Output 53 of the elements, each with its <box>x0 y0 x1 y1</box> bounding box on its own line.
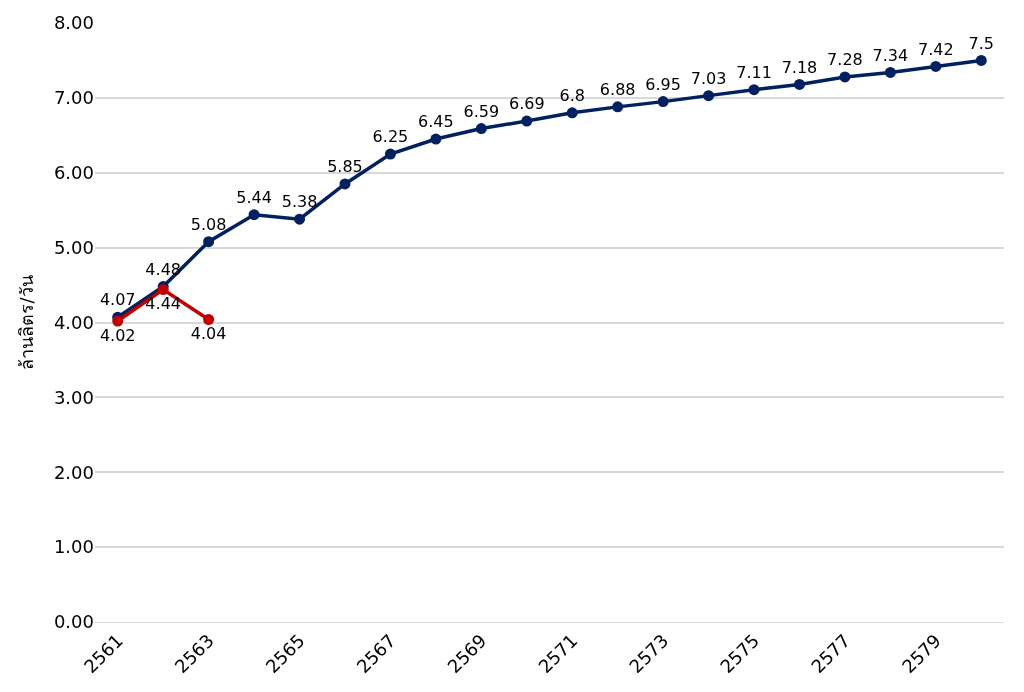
point <box>884 66 896 78</box>
point <box>203 236 215 248</box>
y-axis-title: ล้านลิตร/วัน <box>16 275 38 370</box>
data-label: 7.28 <box>827 50 863 70</box>
data-label: 7.42 <box>918 39 954 59</box>
point <box>430 133 442 145</box>
data-label: 4.02 <box>99 325 136 345</box>
y-tick-label: 1.00 <box>53 536 94 558</box>
point <box>839 71 851 83</box>
data-label: 7.18 <box>781 57 818 77</box>
y-tick-label: 0.00 <box>53 611 94 633</box>
point <box>384 148 396 160</box>
data-label: 7.03 <box>690 68 727 88</box>
y-tick-label: 2.00 <box>53 461 94 483</box>
y-tick-label: 5.00 <box>53 236 94 258</box>
point <box>793 78 805 90</box>
y-tick-label: 4.00 <box>53 311 94 333</box>
point <box>975 54 987 66</box>
point <box>294 213 306 225</box>
data-label: 5.38 <box>281 192 318 212</box>
point <box>930 60 942 72</box>
data-label: 5.08 <box>190 214 227 234</box>
data-label: 4.04 <box>190 324 227 344</box>
data-label: 4.07 <box>99 290 136 310</box>
point <box>521 115 533 127</box>
data-label: 7.5 <box>968 33 995 53</box>
point <box>339 178 351 190</box>
y-tick-label: 6.00 <box>53 162 94 184</box>
data-label: 7.34 <box>872 45 909 65</box>
data-label: 6.8 <box>559 85 585 105</box>
point <box>248 209 260 221</box>
data-label: 5.44 <box>236 187 272 207</box>
point <box>703 90 715 102</box>
data-label: 4.48 <box>145 259 181 279</box>
data-label: 6.25 <box>372 127 409 147</box>
data-label: 5.85 <box>327 157 363 177</box>
point <box>612 101 624 113</box>
data-label: 6.95 <box>645 74 681 94</box>
point <box>475 123 487 135</box>
point <box>566 107 578 119</box>
point <box>748 84 760 96</box>
y-tick-label: 7.00 <box>53 87 94 109</box>
data-label: 6.59 <box>463 101 500 121</box>
point <box>657 96 669 108</box>
data-label: 6.69 <box>508 94 545 114</box>
data-label: 4.44 <box>145 294 181 314</box>
y-tick-label: 3.00 <box>53 386 94 408</box>
data-label: 7.11 <box>736 62 772 82</box>
point <box>203 314 215 326</box>
data-label: 6.45 <box>418 112 454 132</box>
point <box>112 315 124 327</box>
data-label: 6.88 <box>599 79 636 99</box>
y-tick-label: 8.00 <box>53 12 94 34</box>
